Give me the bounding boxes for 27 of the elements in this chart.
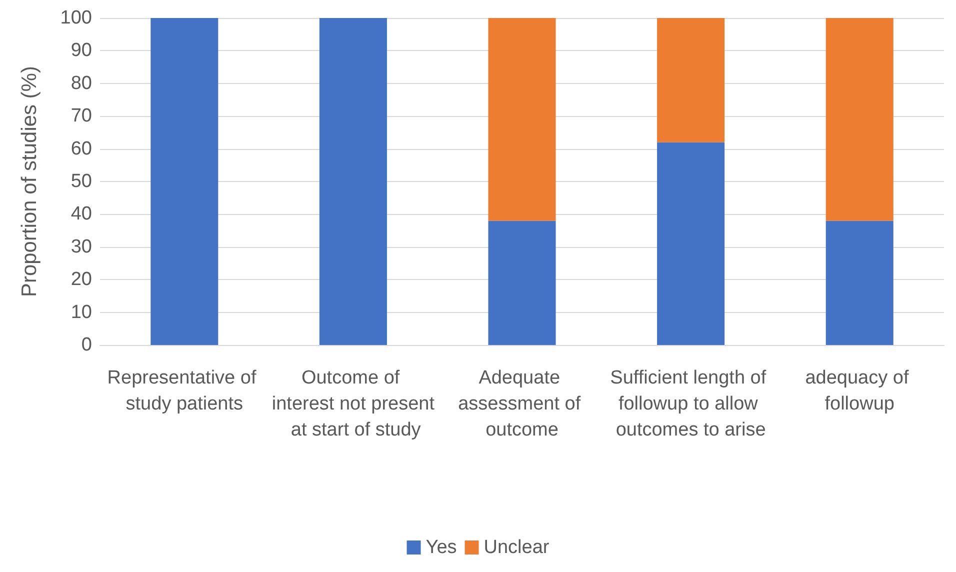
y-tick-label: 40 <box>70 204 92 225</box>
legend-label: Yes <box>426 537 457 558</box>
y-axis-title: Proportion of studies (%) <box>18 66 41 298</box>
y-tick-label: 60 <box>70 138 92 160</box>
bar <box>657 18 725 142</box>
y-tick-label: 100 <box>60 8 92 28</box>
x-tick-label: Adequate assessment of outcome <box>458 368 586 440</box>
x-tick-label: Sufficient length of followup to allow outcomes to arise <box>610 368 772 440</box>
bar <box>826 18 894 221</box>
y-tick-label: 0 <box>81 334 92 356</box>
y-tick-label: 20 <box>70 269 92 290</box>
bar <box>150 18 218 345</box>
y-tick-label: 10 <box>70 302 92 323</box>
bar <box>488 220 556 345</box>
x-tick-label: Outcome of interest not present at start of study <box>272 368 436 440</box>
bar <box>826 220 894 345</box>
bar <box>657 142 725 345</box>
x-tick-label: adequacy of followup <box>805 368 914 414</box>
legend-label: Unclear <box>484 537 550 558</box>
x-tick-label: Representative of study patients <box>107 368 262 414</box>
y-tick-label: 50 <box>70 171 92 192</box>
bar <box>319 18 387 345</box>
y-tick-label: 80 <box>70 72 92 94</box>
y-tick-label: 30 <box>70 236 92 258</box>
y-tick-label: 70 <box>70 106 92 127</box>
bar <box>488 18 556 221</box>
y-tick-label: 90 <box>70 40 92 62</box>
